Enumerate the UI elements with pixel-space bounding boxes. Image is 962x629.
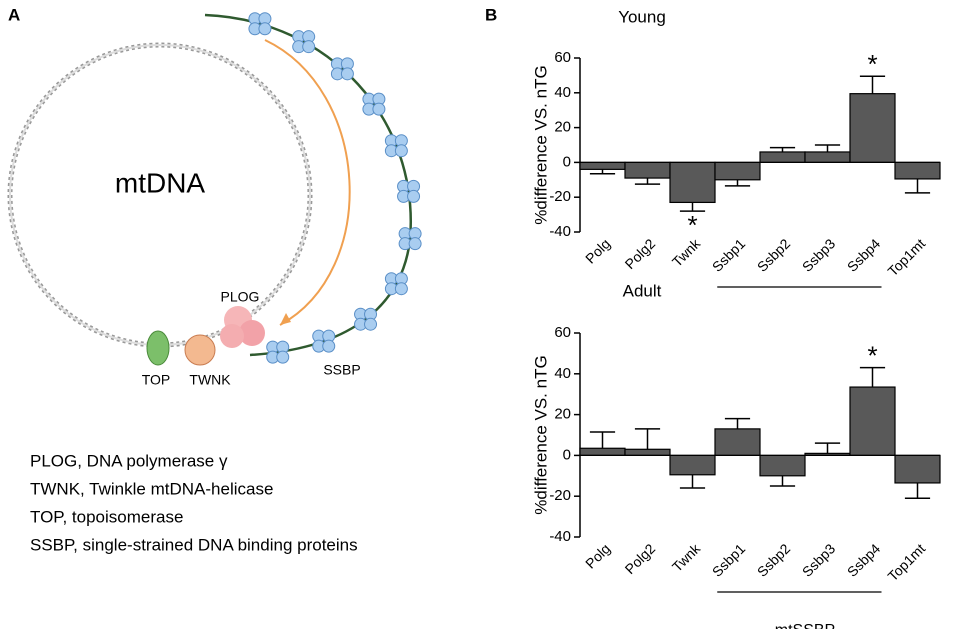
ssbp-protein <box>372 102 386 116</box>
x-tick-label: Ssbp1 <box>709 540 749 580</box>
significance-mark: * <box>867 341 877 371</box>
x-tick-label: Ssbp3 <box>799 540 839 580</box>
arrowhead <box>280 313 291 325</box>
protein-label: SSBP <box>323 362 360 378</box>
ssbp-protein <box>258 22 272 36</box>
x-tick-label: Twnk <box>669 540 704 575</box>
bar <box>849 93 896 164</box>
y-tick-label: 20 <box>554 406 571 423</box>
y-tick-label: 0 <box>563 153 571 170</box>
y-tick-label: 60 <box>554 324 571 341</box>
x-tick-label: Polg <box>582 235 613 266</box>
y-tick-label: 40 <box>554 365 571 382</box>
mtdna-diagram: mtDNA PLOG TOP TWNK SSBP PLOG, DNA polym… <box>7 13 413 554</box>
center-label: mtDNA <box>115 167 206 198</box>
y-axis-label: %difference VS. nTG <box>531 355 550 514</box>
y-tick-label: 0 <box>563 446 571 463</box>
y-tick-label: -20 <box>549 188 571 205</box>
bar <box>624 448 671 456</box>
y-tick-label: -20 <box>549 487 571 504</box>
bar <box>714 161 761 181</box>
bar <box>804 151 851 164</box>
bar <box>579 447 626 457</box>
x-tick-label: Ssbp4 <box>844 235 884 275</box>
y-tick-label: -40 <box>549 528 571 545</box>
bar <box>894 161 941 180</box>
chart-title: Adult <box>623 281 662 300</box>
bar <box>669 454 716 476</box>
x-tick-label: Top1mt <box>884 540 928 584</box>
y-axis-label: %difference VS. nTG <box>531 65 550 224</box>
ssbp-protein <box>407 189 421 203</box>
y-tick-label: 20 <box>554 119 571 136</box>
ssbp-protein <box>394 144 408 158</box>
x-tick-label: Ssbp1 <box>709 235 749 275</box>
bar <box>669 161 716 204</box>
legend-line: PLOG, DNA polymerase γ <box>30 451 228 470</box>
x-tick-label: Polg2 <box>622 235 659 272</box>
legend-line: SSBP, single-strained DNA binding protei… <box>30 535 358 554</box>
ssbp-protein <box>302 40 316 54</box>
bar <box>894 454 941 484</box>
y-tick-label: 40 <box>554 84 571 101</box>
twnk-protein <box>184 334 216 366</box>
protein-label: TWNK <box>189 372 231 388</box>
bar <box>714 428 761 457</box>
ssbp-protein <box>394 282 408 296</box>
protein-label: TOP <box>142 372 171 388</box>
x-tick-label: Polg2 <box>622 540 659 577</box>
x-tick-label: Ssbp4 <box>844 540 884 580</box>
ssbp-protein <box>340 67 354 81</box>
x-tick-label: Ssbp2 <box>754 235 794 275</box>
legend-line: TOP, topoisomerase <box>30 507 183 526</box>
legend-line: TWNK, Twinkle mtDNA-helicase <box>30 479 273 498</box>
x-tick-label: Polg <box>582 540 613 571</box>
bar <box>759 454 806 477</box>
plog-protein <box>220 324 244 348</box>
chart-title: Young <box>618 7 666 26</box>
arrow <box>264 39 351 326</box>
significance-mark: * <box>687 210 697 240</box>
ssbp-protein <box>408 237 422 251</box>
panel-label: B <box>485 5 497 24</box>
x-tick-label: Ssbp3 <box>799 235 839 275</box>
bar <box>849 386 896 456</box>
y-tick-label: 60 <box>554 49 571 66</box>
group-label: mtSSBP <box>775 622 835 629</box>
ssbp-protein <box>364 317 378 331</box>
x-tick-label: Twnk <box>669 235 704 270</box>
x-tick-label: Top1mt <box>884 235 928 279</box>
x-tick-label: Ssbp2 <box>754 540 794 580</box>
plog-protein <box>239 320 265 346</box>
top-protein <box>146 330 170 366</box>
bar <box>759 151 806 164</box>
bar <box>624 161 671 179</box>
protein-label: PLOG <box>221 289 260 305</box>
y-tick-label: -40 <box>549 223 571 240</box>
panel-label: A <box>8 5 20 24</box>
ssbp-protein <box>322 339 336 353</box>
significance-mark: * <box>867 49 877 79</box>
bar <box>579 161 626 170</box>
ssbp-protein <box>276 350 290 364</box>
